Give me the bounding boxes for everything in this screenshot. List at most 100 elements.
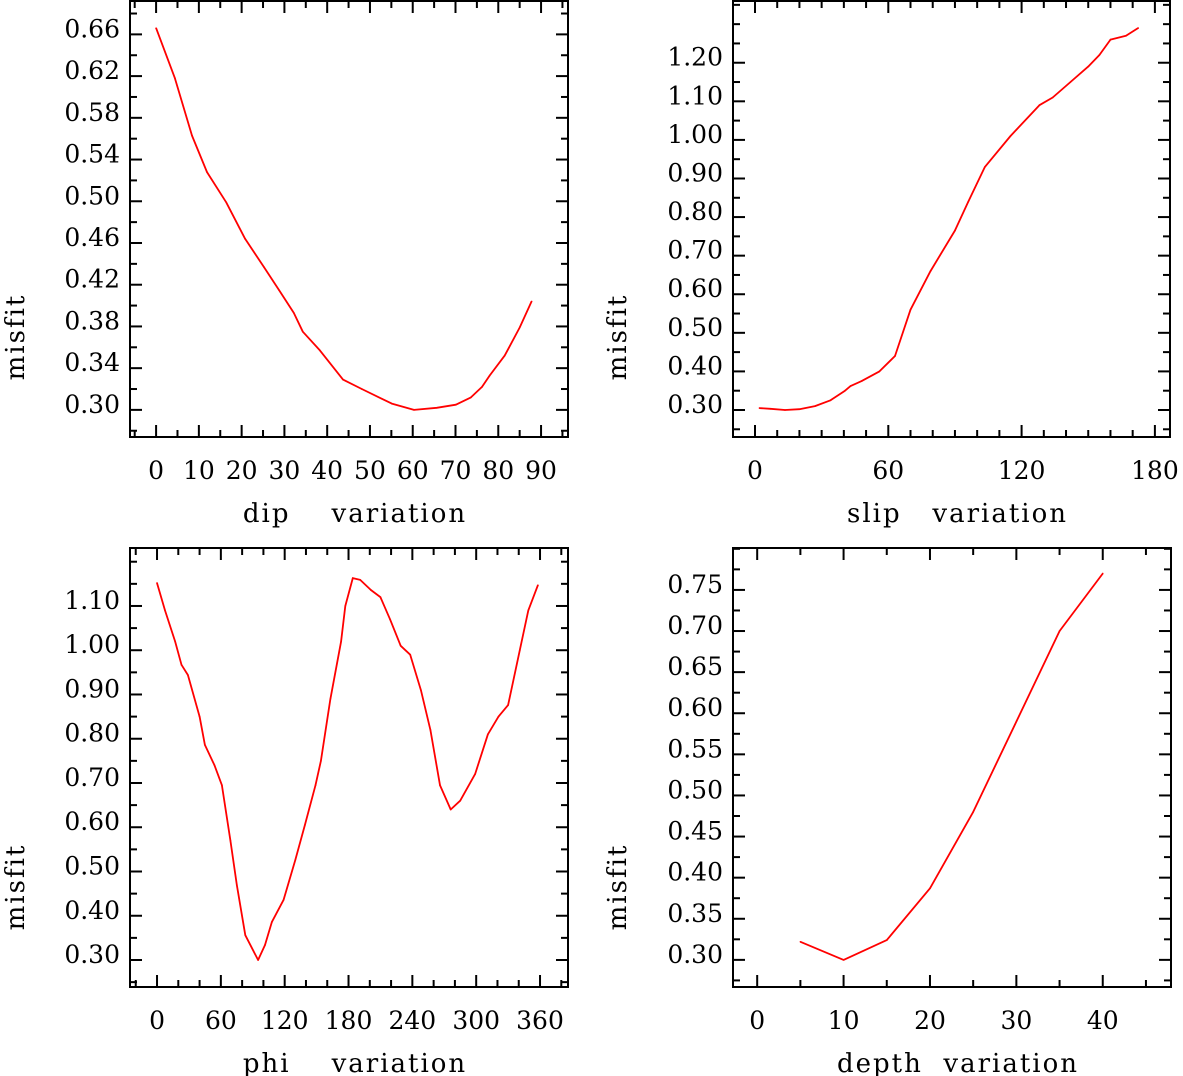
data-point: [507, 704, 509, 706]
y-tick-label: 1.00: [64, 630, 120, 659]
data-point: [439, 784, 441, 787]
data-point: [1137, 27, 1140, 29]
x-tick-label: 10: [183, 456, 215, 485]
data-point: [302, 330, 304, 333]
x-tick-label: 0: [148, 456, 164, 485]
y-tick-label: 0.80: [64, 719, 120, 748]
x-axis-title: depth variation: [837, 1049, 1079, 1076]
data-point: [198, 715, 201, 718]
x-axis-title: dip variation: [243, 499, 467, 529]
data-point: [187, 674, 189, 676]
data-point: [799, 940, 802, 943]
data-point: [271, 921, 273, 923]
data-point: [164, 609, 166, 612]
misfit-series-line: [156, 577, 539, 961]
y-tick-label: 0.60: [667, 693, 723, 722]
plot-frame: [129, 547, 569, 988]
data-point: [530, 300, 533, 303]
data-point: [264, 944, 266, 946]
data-point: [878, 370, 881, 373]
y-tick-label: 0.40: [667, 351, 723, 380]
plot-frame: [732, 0, 1171, 438]
data-point: [909, 308, 912, 311]
data-point: [929, 887, 931, 890]
x-tick-label: 0: [747, 456, 763, 485]
x-tick-label: 360: [516, 1006, 564, 1035]
y-tick-label: 0.38: [64, 306, 120, 335]
y-axis-title: misfit: [1, 294, 31, 381]
data-point: [1038, 104, 1041, 106]
data-point: [1069, 81, 1072, 83]
data-point: [379, 596, 382, 598]
y-axis-title: misfit: [603, 294, 633, 381]
data-point: [155, 27, 157, 29]
y-tick-label: 0.46: [64, 223, 120, 252]
data-point: [885, 939, 888, 941]
data-point: [503, 354, 506, 357]
y-tick-label: 0.58: [64, 98, 120, 127]
data-point: [488, 374, 491, 377]
data-point: [229, 839, 232, 842]
y-tick-label: 0.50: [64, 851, 120, 880]
data-point: [359, 579, 362, 581]
x-tick-label: 120: [998, 456, 1046, 485]
data-point: [1051, 96, 1054, 99]
y-tick-label: 0.66: [64, 14, 120, 43]
data-point: [390, 402, 393, 405]
data-point: [537, 584, 539, 586]
data-point: [527, 609, 530, 612]
y-tick-label: 0.65: [667, 652, 723, 681]
data-point: [474, 773, 476, 775]
x-tick-label: 70: [440, 456, 472, 485]
x-axis-title: slip variation: [847, 499, 1068, 529]
x-axis-title: phi variation: [243, 1049, 467, 1076]
y-tick-label: 1.10: [64, 586, 120, 615]
y-tick-label: 0.70: [667, 611, 723, 640]
data-point: [221, 784, 223, 787]
plot-frame: [129, 0, 569, 438]
x-tick-label: 60: [205, 1006, 237, 1035]
data-point: [429, 729, 432, 731]
data-point: [1101, 572, 1104, 575]
x-tick-label: 10: [828, 1006, 860, 1035]
x-tick-label: 50: [354, 456, 386, 485]
data-point: [814, 405, 816, 407]
data-point: [459, 799, 462, 802]
data-point: [1098, 54, 1101, 56]
data-point: [1087, 65, 1090, 68]
y-tick-label: 0.62: [64, 56, 120, 85]
y-axis-title: misfit: [603, 844, 633, 931]
y-tick-label: 0.30: [667, 940, 723, 969]
y-tick-label: 0.50: [667, 313, 723, 342]
data-point: [1125, 34, 1127, 37]
x-tick-label: 20: [226, 456, 258, 485]
x-tick-label: 0: [149, 1006, 165, 1035]
data-point: [319, 349, 321, 352]
data-point: [769, 408, 772, 410]
data-point: [206, 171, 208, 173]
data-point: [399, 645, 402, 647]
data-point: [519, 649, 521, 652]
plot-frame: [732, 547, 1172, 988]
data-point: [954, 229, 956, 232]
data-point: [487, 733, 489, 736]
data-point: [1015, 720, 1018, 723]
data-point: [244, 934, 247, 937]
data-point: [204, 744, 206, 746]
x-tick-label: 30: [269, 456, 301, 485]
data-point: [435, 406, 438, 409]
x-tick-label: 180: [325, 1006, 373, 1035]
x-tick-label: 40: [1087, 1006, 1119, 1035]
data-point: [929, 270, 932, 272]
y-tick-label: 0.45: [667, 817, 723, 846]
data-point: [174, 640, 176, 643]
y-tick-label: 0.30: [64, 390, 120, 419]
x-tick-label: 30: [1000, 1006, 1032, 1035]
data-point: [967, 200, 970, 203]
data-point: [344, 605, 347, 607]
data-point: [329, 698, 332, 700]
data-point: [1058, 630, 1061, 632]
x-tick-label: 80: [482, 456, 514, 485]
data-point: [191, 134, 193, 137]
